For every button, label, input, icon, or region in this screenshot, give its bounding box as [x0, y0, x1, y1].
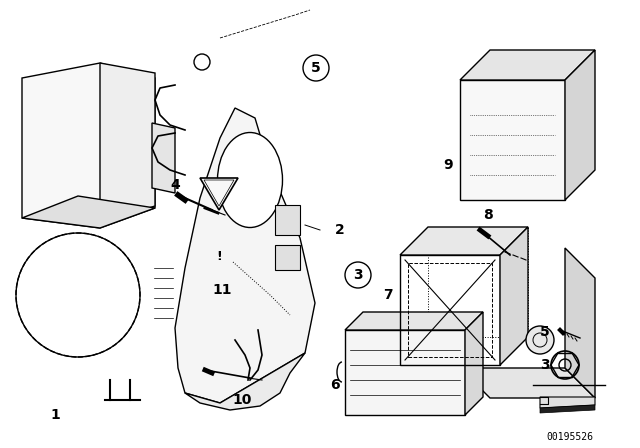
Polygon shape: [565, 50, 595, 200]
Circle shape: [303, 55, 329, 81]
Bar: [400, 255, 500, 365]
Circle shape: [526, 326, 554, 354]
Polygon shape: [540, 397, 595, 408]
Text: 3: 3: [353, 268, 363, 282]
Bar: [460, 80, 565, 200]
Polygon shape: [460, 50, 595, 80]
Polygon shape: [152, 123, 175, 193]
Polygon shape: [100, 63, 155, 223]
Polygon shape: [200, 178, 238, 210]
Circle shape: [345, 262, 371, 288]
Text: 4: 4: [170, 178, 180, 192]
Ellipse shape: [218, 133, 282, 228]
Polygon shape: [22, 63, 155, 228]
Polygon shape: [185, 353, 305, 410]
Polygon shape: [400, 227, 528, 255]
Bar: [345, 330, 465, 415]
Polygon shape: [22, 196, 155, 228]
Text: 6: 6: [330, 378, 340, 392]
Polygon shape: [540, 405, 595, 413]
Text: 3: 3: [540, 358, 550, 372]
Text: 9: 9: [443, 158, 453, 172]
Polygon shape: [460, 368, 595, 398]
Text: 8: 8: [483, 208, 493, 222]
Polygon shape: [500, 227, 528, 365]
Text: 5: 5: [540, 325, 550, 339]
Text: 7: 7: [383, 288, 393, 302]
Text: 2: 2: [335, 223, 345, 237]
Bar: [408, 263, 492, 357]
Polygon shape: [565, 248, 595, 398]
Text: 11: 11: [212, 283, 232, 297]
Text: 1: 1: [50, 408, 60, 422]
Text: 5: 5: [311, 61, 321, 75]
Bar: [275, 245, 300, 270]
Bar: [275, 205, 300, 235]
Polygon shape: [465, 312, 483, 415]
Polygon shape: [345, 312, 483, 330]
Polygon shape: [175, 108, 315, 403]
Text: 10: 10: [232, 393, 252, 407]
Text: !: !: [216, 250, 222, 263]
Text: 00195526: 00195526: [547, 432, 593, 442]
